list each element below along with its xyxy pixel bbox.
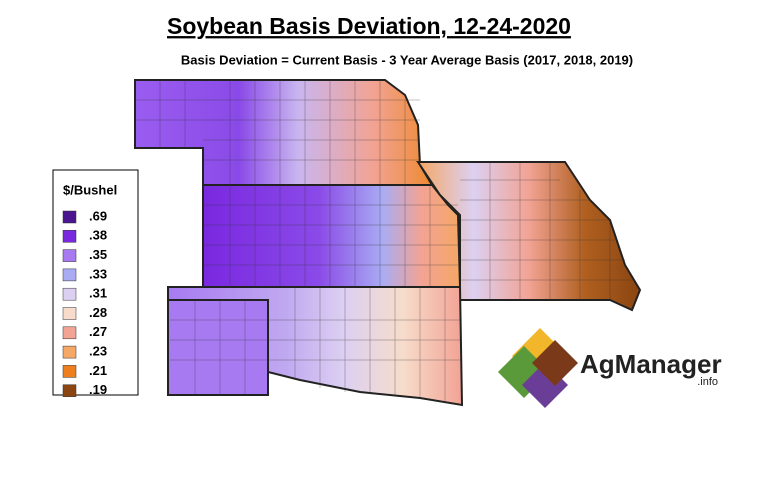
legend-label: .27 xyxy=(89,324,107,339)
legend-label: .35 xyxy=(89,247,107,262)
map xyxy=(134,79,642,407)
legend-box xyxy=(52,169,139,396)
legend-label: .23 xyxy=(89,344,107,359)
legend-label: .33 xyxy=(89,266,107,281)
legend-label: .21 xyxy=(89,363,107,378)
legend-swatch xyxy=(62,210,77,224)
legend-swatch xyxy=(62,326,77,340)
legend-swatch xyxy=(62,268,77,282)
legend-title: $/Bushel xyxy=(63,182,117,197)
legend-label: .28 xyxy=(89,305,107,320)
legend-label: .31 xyxy=(89,286,107,301)
legend-swatch xyxy=(62,249,77,262)
legend-swatch xyxy=(62,230,77,243)
kansas xyxy=(202,184,462,288)
legend-swatch xyxy=(62,365,77,378)
legend-swatch xyxy=(62,307,77,320)
legend-swatch xyxy=(62,384,77,397)
logo-name: AgManager xyxy=(580,349,722,379)
legend-label: .19 xyxy=(89,382,107,397)
legend-label: .38 xyxy=(89,228,107,243)
legend-swatch xyxy=(62,345,77,359)
county-lines xyxy=(135,80,635,402)
legend-items: .69 .38 .35 .33 .31 .28 .27 .23 .21 .19 xyxy=(62,208,107,397)
legend-label: .69 xyxy=(89,208,107,223)
logo: AgManager .info xyxy=(498,328,722,408)
missouri xyxy=(416,161,642,312)
texas-panhandle xyxy=(167,299,269,396)
logo-suffix: .info xyxy=(697,376,718,388)
title: Soybean Basis Deviation, 12-24-2020 xyxy=(167,13,571,39)
nebraska xyxy=(134,79,434,186)
subtitle: Basis Deviation = Current Basis - 3 Year… xyxy=(181,52,633,67)
legend-swatch xyxy=(62,287,77,301)
